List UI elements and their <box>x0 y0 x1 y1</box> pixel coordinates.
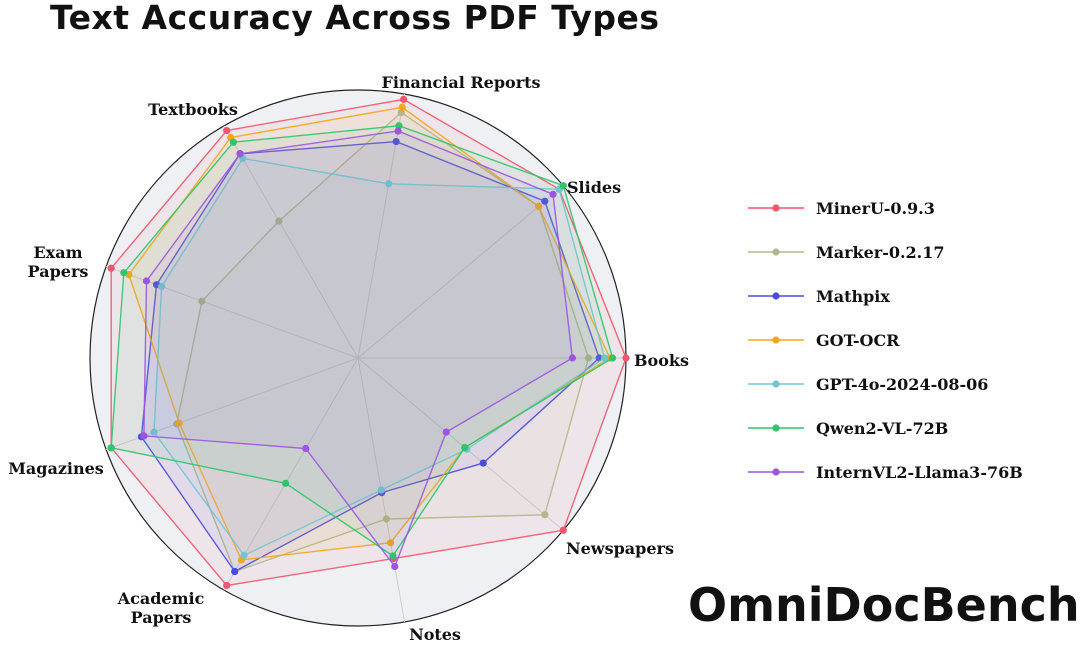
legend-label: GOT-OCR <box>816 330 900 350</box>
series-point <box>107 264 115 272</box>
series-point <box>302 444 310 453</box>
series-point <box>535 202 543 211</box>
series-point <box>175 419 183 427</box>
series-point <box>461 443 469 452</box>
series-point <box>442 428 450 436</box>
series-point <box>240 551 248 559</box>
series-point <box>559 182 567 190</box>
series-point <box>142 277 151 285</box>
legend-swatch <box>748 292 804 300</box>
series-point <box>400 95 408 103</box>
series-point <box>385 180 393 188</box>
series-polygon <box>110 124 614 557</box>
legend-item: MinerU-0.9.3 <box>748 186 1023 230</box>
axis-label: Slides <box>567 178 621 197</box>
series-point <box>223 126 231 135</box>
radar-spoke <box>357 185 564 359</box>
series-point <box>157 282 166 291</box>
series-point <box>231 567 239 576</box>
series-5 <box>107 122 617 560</box>
series-point <box>107 444 115 452</box>
legend-label: Marker-0.2.17 <box>816 242 945 262</box>
axis-label: Textbooks <box>148 100 238 119</box>
series-point <box>282 479 290 487</box>
radar-chart: Books Slides Financial Reports Textbooks Exa… <box>8 73 689 644</box>
series-6 <box>140 127 577 571</box>
chart-title: Text Accuracy Across PDF Types <box>50 0 660 37</box>
series-point <box>236 150 244 158</box>
series-point <box>120 269 128 277</box>
series-2 <box>137 137 603 576</box>
series-point <box>541 197 549 205</box>
legend-item: GOT-OCR <box>748 318 1023 362</box>
axis-label: Magazines <box>8 459 104 478</box>
series-point <box>229 138 237 146</box>
series-point <box>198 297 206 305</box>
legend-swatch <box>748 248 804 256</box>
series-point <box>549 190 557 198</box>
series-polygon <box>153 157 606 557</box>
series-point <box>140 432 148 440</box>
legend-swatch <box>748 380 804 388</box>
radar-series <box>107 95 630 590</box>
legend-label: GPT-4o-2024-08-06 <box>816 374 989 394</box>
axis-labels: Books Slides Financial Reports Textbooks Exa… <box>8 73 689 644</box>
radar-spoke <box>223 357 359 591</box>
series-point <box>541 511 549 519</box>
legend-label: Mathpix <box>816 286 890 306</box>
series-polygon <box>175 111 590 573</box>
legend-item: GPT-4o-2024-08-06 <box>748 362 1023 406</box>
series-point <box>584 354 593 362</box>
series-point <box>600 354 609 362</box>
radar-spoke <box>223 125 359 359</box>
series-point <box>377 486 385 494</box>
series-point <box>559 526 567 534</box>
series-point <box>150 428 158 436</box>
series-point <box>382 515 390 523</box>
series-polygon <box>110 98 627 587</box>
series-point <box>398 103 406 111</box>
series-point <box>394 127 402 135</box>
series-point <box>568 354 577 362</box>
radar-spoke <box>357 357 564 531</box>
legend-item: InternVL2-Llama3-76B <box>748 450 1023 494</box>
axis-label: Books <box>634 351 689 370</box>
series-point <box>389 552 397 560</box>
series-4 <box>150 154 609 559</box>
series-point <box>386 539 395 547</box>
series-point <box>391 562 399 571</box>
legend-swatch <box>748 424 804 432</box>
axis-label: Notes <box>409 625 461 644</box>
radar-spoke <box>105 357 359 451</box>
legend-swatch <box>748 468 804 476</box>
axis-label: Academic Papers <box>117 589 205 627</box>
brand-logo-text: OmniDocBench <box>688 578 1080 632</box>
axis-label: Exam Papers <box>28 243 89 281</box>
legend-swatch <box>748 204 804 212</box>
series-point <box>479 459 487 467</box>
legend-item: Marker-0.2.17 <box>748 230 1023 274</box>
axis-label: Newspapers <box>566 539 674 558</box>
series-point <box>622 354 630 362</box>
series-point <box>275 217 283 225</box>
legend-item: Mathpix <box>748 274 1023 318</box>
legend-item: Qwen2-VL-72B <box>748 406 1023 450</box>
series-point <box>609 354 617 362</box>
legend-swatch <box>748 336 804 344</box>
axis-label: Financial Reports <box>381 73 540 92</box>
chart-legend: MinerU-0.9.3 Marker-0.2.17 Mathpix GOT-OCR G… <box>748 186 1023 494</box>
series-0 <box>107 95 630 590</box>
series-point <box>392 137 400 146</box>
legend-label: MinerU-0.9.3 <box>816 198 935 218</box>
series-polygon <box>140 140 601 573</box>
legend-label: Qwen2-VL-72B <box>816 418 949 438</box>
series-point <box>223 581 231 590</box>
series-polygon <box>143 130 574 568</box>
legend-label: InternVL2-Llama3-76B <box>816 462 1023 482</box>
series-polygon <box>128 106 611 561</box>
